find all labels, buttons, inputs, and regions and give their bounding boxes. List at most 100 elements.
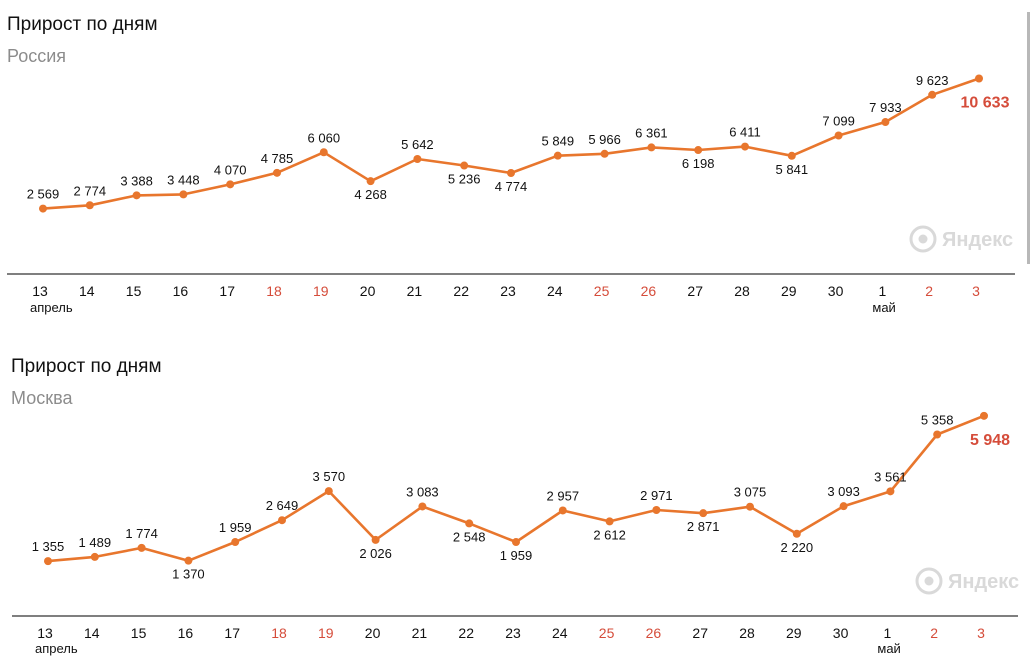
data-point [558, 506, 567, 515]
data-point [137, 543, 146, 552]
data-label: 9 623 [916, 73, 949, 88]
data-point [605, 517, 614, 526]
data-point [512, 538, 520, 547]
x-tick-label: 22 [453, 283, 469, 299]
data-label: 3 093 [827, 484, 860, 499]
data-point [278, 516, 286, 525]
yandex-watermark: Яндекс [915, 567, 1019, 595]
month-label: апрель [30, 300, 73, 315]
data-label: 4 774 [495, 179, 528, 194]
data-point [933, 430, 942, 439]
data-point [507, 169, 515, 177]
chart-subtitle: Россия [7, 46, 67, 66]
data-label: 5 948 [970, 432, 1010, 449]
line-chart-russia: Яндекс 2 569 2 774 3 388 3 448 4 070 4 785 6 06… [7, 73, 1015, 315]
data-label: 7 933 [869, 100, 902, 115]
yandex-logo-icon [915, 567, 943, 595]
x-tick-label: 3 [977, 625, 985, 641]
yandex-logo-icon-dot [918, 234, 928, 244]
watermark-label: Яндекс [948, 571, 1019, 593]
x-tick-label: 3 [972, 283, 980, 299]
x-tick-label: 27 [692, 625, 708, 641]
x-tick-label: 13 [32, 283, 48, 299]
data-label: 2 957 [547, 488, 580, 503]
data-label: 3 561 [874, 469, 907, 484]
data-point [741, 142, 749, 151]
chart-panel-moscow: Прирост по дням Москва Яндекс 1 355 1 489 1… [0, 342, 1030, 667]
x-tick-label: 19 [318, 625, 334, 641]
data-point [418, 502, 427, 511]
x-tick-label: 15 [131, 625, 147, 641]
x-tick-label: 23 [500, 283, 516, 299]
x-tick-label: 21 [407, 283, 423, 299]
x-tick-label: 15 [126, 283, 142, 299]
data-label: 5 642 [401, 137, 434, 152]
x-tick-label: 30 [833, 625, 849, 641]
data-point [886, 487, 895, 496]
data-label: 2 220 [781, 540, 814, 555]
data-label: 4 070 [214, 162, 247, 177]
data-label: 1 489 [79, 535, 112, 550]
data-label: 3 448 [167, 172, 200, 187]
data-point [647, 143, 656, 152]
data-point [652, 506, 661, 515]
chart-title: Прирост по дням [7, 14, 158, 35]
x-tick-label: 24 [552, 625, 568, 641]
data-point [787, 151, 796, 160]
data-point [324, 487, 333, 496]
x-tick-label: 1 [879, 283, 887, 299]
data-point [694, 146, 703, 155]
x-tick-label: 20 [365, 625, 381, 641]
x-tick-label: 14 [84, 625, 100, 641]
data-label: 3 083 [406, 484, 439, 499]
data-label: 1 774 [125, 526, 158, 541]
x-tick-label: 18 [271, 625, 287, 641]
data-label: 2 026 [359, 546, 392, 561]
data-point [90, 552, 99, 561]
data-point [699, 509, 708, 518]
data-label: 2 971 [640, 488, 673, 503]
x-tick-label: 16 [178, 625, 194, 641]
data-point [881, 118, 890, 127]
x-tick-label: 30 [828, 283, 844, 299]
data-point [465, 519, 474, 528]
x-tick-label: 28 [734, 283, 750, 299]
data-label: 1 370 [172, 567, 205, 582]
data-label: 1 959 [219, 520, 252, 535]
data-label: 4 785 [261, 151, 294, 166]
data-point [975, 74, 983, 83]
data-label: 3 570 [313, 469, 346, 484]
data-label: 5 966 [588, 132, 621, 147]
x-tick-label: 22 [458, 625, 474, 641]
x-tick-label: 1 [884, 625, 892, 641]
x-tick-label: 17 [224, 625, 240, 641]
data-label: 6 060 [308, 130, 341, 145]
data-label: 6 411 [729, 125, 761, 140]
x-tick-label: 29 [786, 625, 802, 641]
x-tick-label: 24 [547, 283, 563, 299]
data-point [231, 538, 240, 547]
month-label: апрель [35, 641, 78, 656]
chart-panel-russia: Прирост по дням Россия Яндекс 2 569 2 774 3… [0, 0, 1030, 330]
data-point [184, 556, 193, 565]
data-label: 6 361 [635, 125, 668, 140]
x-tick-label: 18 [266, 283, 282, 299]
data-point [366, 177, 375, 186]
data-point [600, 149, 609, 158]
data-point [834, 131, 843, 140]
chart-title: Прирост по дням [11, 356, 162, 377]
data-label: 1 355 [32, 539, 65, 554]
data-point [792, 529, 801, 538]
x-tick-label: 13 [37, 625, 53, 641]
x-tick-label: 26 [646, 625, 662, 641]
data-label: 2 569 [27, 187, 60, 202]
data-point [460, 161, 469, 170]
line-chart-moscow: Яндекс 1 355 1 489 1 774 1 370 1 959 2 649 3 57… [12, 411, 1019, 656]
yandex-watermark: Яндекс [909, 225, 1013, 253]
data-point [39, 204, 47, 213]
data-point [179, 190, 188, 199]
data-point [132, 191, 141, 200]
data-point [553, 151, 562, 160]
x-tick-label: 20 [360, 283, 376, 299]
scrollbar-edge[interactable] [1027, 12, 1030, 264]
